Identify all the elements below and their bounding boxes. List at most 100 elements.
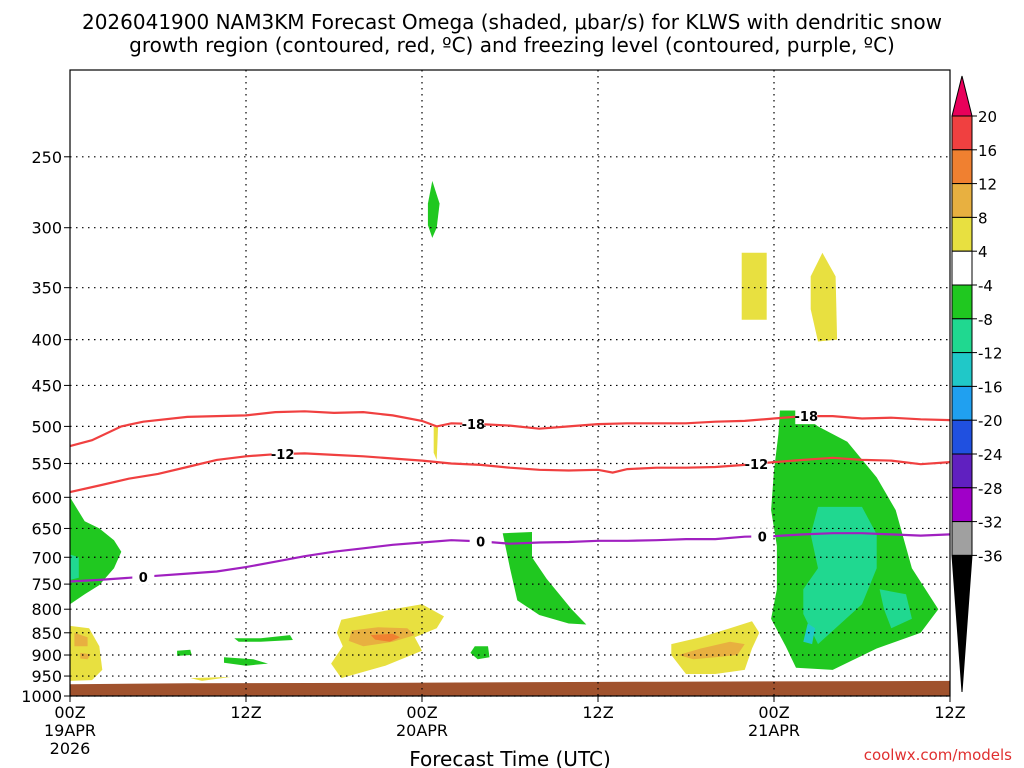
terrain-fill: [70, 680, 950, 696]
x-tick-label-60-1: 12Z: [934, 703, 965, 722]
terrain-layer: [70, 680, 950, 696]
contour-line-1: [69, 452, 951, 494]
colorbar-label-12: -32: [978, 514, 1003, 532]
contour-label-bg-0-0: [462, 415, 485, 432]
x-tick-label-36-1: 12Z: [582, 703, 613, 722]
x-tick-label-0-1: 00Z: [54, 703, 85, 722]
colorbar-label-5: -4: [978, 277, 993, 295]
contour-label-bg-2-2: [751, 528, 774, 545]
y-tick-label-300: 300: [31, 219, 62, 238]
x-tick-label-0-3: 2026: [50, 739, 91, 758]
y-tick-label-900: 900: [31, 646, 62, 665]
colorbar-label-9: -20: [978, 412, 1003, 430]
contour-label-bg-1-0: [271, 445, 294, 462]
colorbar-swatch-9: [951, 385, 973, 421]
colorbar-swatch-11: [951, 453, 973, 489]
rising-region-1: [70, 497, 122, 605]
contour-label-2-2: 0: [758, 530, 767, 545]
x-tick-label-48-2: 21APR: [748, 721, 800, 740]
x-tick-label-0-2: 19APR: [44, 721, 96, 740]
sinking-region-1: [741, 252, 767, 320]
colorbar-swatch-5: [951, 250, 973, 286]
y-tick-label-750: 750: [31, 575, 62, 594]
y-tick-label-400: 400: [31, 331, 62, 350]
y-tick-label-950: 950: [31, 667, 62, 686]
plot-frame: [69, 69, 951, 697]
colorbar-label-11: -28: [978, 480, 1003, 498]
colorbar-swatch-12: [951, 487, 973, 523]
x-tick-label-12-1: 12Z: [230, 703, 261, 722]
chart-title-line-1: 2026041900 NAM3KM Forecast Omega (shaded…: [82, 10, 942, 34]
colorbar-label-0: 20: [978, 108, 997, 126]
colorbar-swatch-10: [951, 419, 973, 455]
colorbar-swatch-2: [951, 149, 973, 185]
y-tick-label-500: 500: [31, 417, 62, 436]
contour-label-2-1: 0: [476, 535, 485, 550]
y-tick-label-800: 800: [31, 600, 62, 619]
contour-label-0-1: -18: [795, 410, 819, 425]
colorbar-swatch-13: [951, 521, 973, 556]
rising-region-7: [234, 635, 293, 642]
y-axis-pressure-labels: 250 300 350 400 450 500 550 600 650 700 750 800 850 9…: [21, 148, 70, 706]
rising-region-0: [427, 180, 440, 238]
contour-label-1-0: -12: [271, 448, 295, 463]
y-tick-label-650: 650: [31, 519, 62, 538]
colorbar-label-8: -16: [978, 378, 1003, 396]
contour-line-2: [69, 532, 951, 583]
contour-label-1-1: -12: [745, 458, 769, 473]
sinking-region-4: [74, 632, 88, 647]
plot-area: -18 -18 -12 -12 0 0 0: [69, 69, 951, 697]
x-axis-label: Forecast Time (UTC): [409, 747, 611, 768]
rising-region-9: [803, 506, 877, 645]
colorbar-label-7: -12: [978, 345, 1003, 363]
rising-region-10: [879, 589, 912, 629]
credit-text: coolwx.com/models: [864, 746, 1012, 764]
y-tick-label-600: 600: [31, 488, 62, 507]
colorbar-swatch-6: [951, 284, 973, 320]
y-tick-label-250: 250: [31, 148, 62, 167]
y-tick-label-850: 850: [31, 624, 62, 643]
colorbar-swatch-1: [951, 115, 973, 151]
y-tick-label-550: 550: [31, 454, 62, 473]
sinking-region-11: [190, 676, 232, 681]
contour-label-bg-2-0: [132, 568, 155, 585]
x-tick-label-24-1: 00Z: [406, 703, 437, 722]
contour-label-bg-1-1: [745, 455, 768, 472]
colorbar-legend: 20 16 12 8 4 -4 -8 -12 -16 -20 -24 -28 -32 -36: [951, 75, 1003, 693]
contour-label-0-0: -18: [462, 418, 486, 433]
colorbar-label-6: -8: [978, 311, 993, 329]
y-tick-label-350: 350: [31, 279, 62, 298]
colorbar-bottom-arrow: [951, 554, 973, 693]
sinking-region-8: [370, 633, 400, 642]
rising-region-4: [470, 646, 490, 660]
colorbar-label-3: 8: [978, 209, 988, 227]
rising-region-2: [70, 554, 79, 580]
colorbar-top-arrow: [951, 75, 973, 117]
colorbar-label-4: 4: [978, 243, 988, 261]
y-tick-label-1000: 1000: [21, 687, 62, 706]
colorbar-swatch-8: [951, 352, 973, 387]
rising-region-3: [502, 532, 587, 625]
rising-region-6: [224, 657, 268, 666]
colorbar-label-2: 12: [978, 176, 997, 194]
colorbar-label-1: 16: [978, 142, 997, 160]
contour-label-2-0: 0: [139, 571, 148, 586]
colorbar-label-13: -36: [978, 547, 1003, 565]
x-tick-label-24-2: 20APR: [396, 721, 448, 740]
colorbar-swatch-7: [951, 318, 973, 354]
y-tick-label-700: 700: [31, 548, 62, 567]
rising-region-5: [177, 649, 192, 656]
sinking-region-0: [433, 426, 439, 460]
contour-lines: -18 -18 -12 -12 0 0 0: [69, 408, 951, 586]
rising-region-11: [803, 623, 816, 645]
sinking-region-2: [810, 252, 838, 342]
omega-shading: [70, 180, 939, 681]
colorbar-label-10: -24: [978, 446, 1003, 464]
colorbar-swatch-4: [951, 216, 973, 252]
chart-title-line-2: growth region (contoured, red, ºC) and f…: [129, 33, 895, 57]
y-tick-label-450: 450: [31, 376, 62, 395]
contour-label-bg-0-1: [795, 408, 818, 425]
contour-label-bg-2-1: [469, 533, 492, 550]
